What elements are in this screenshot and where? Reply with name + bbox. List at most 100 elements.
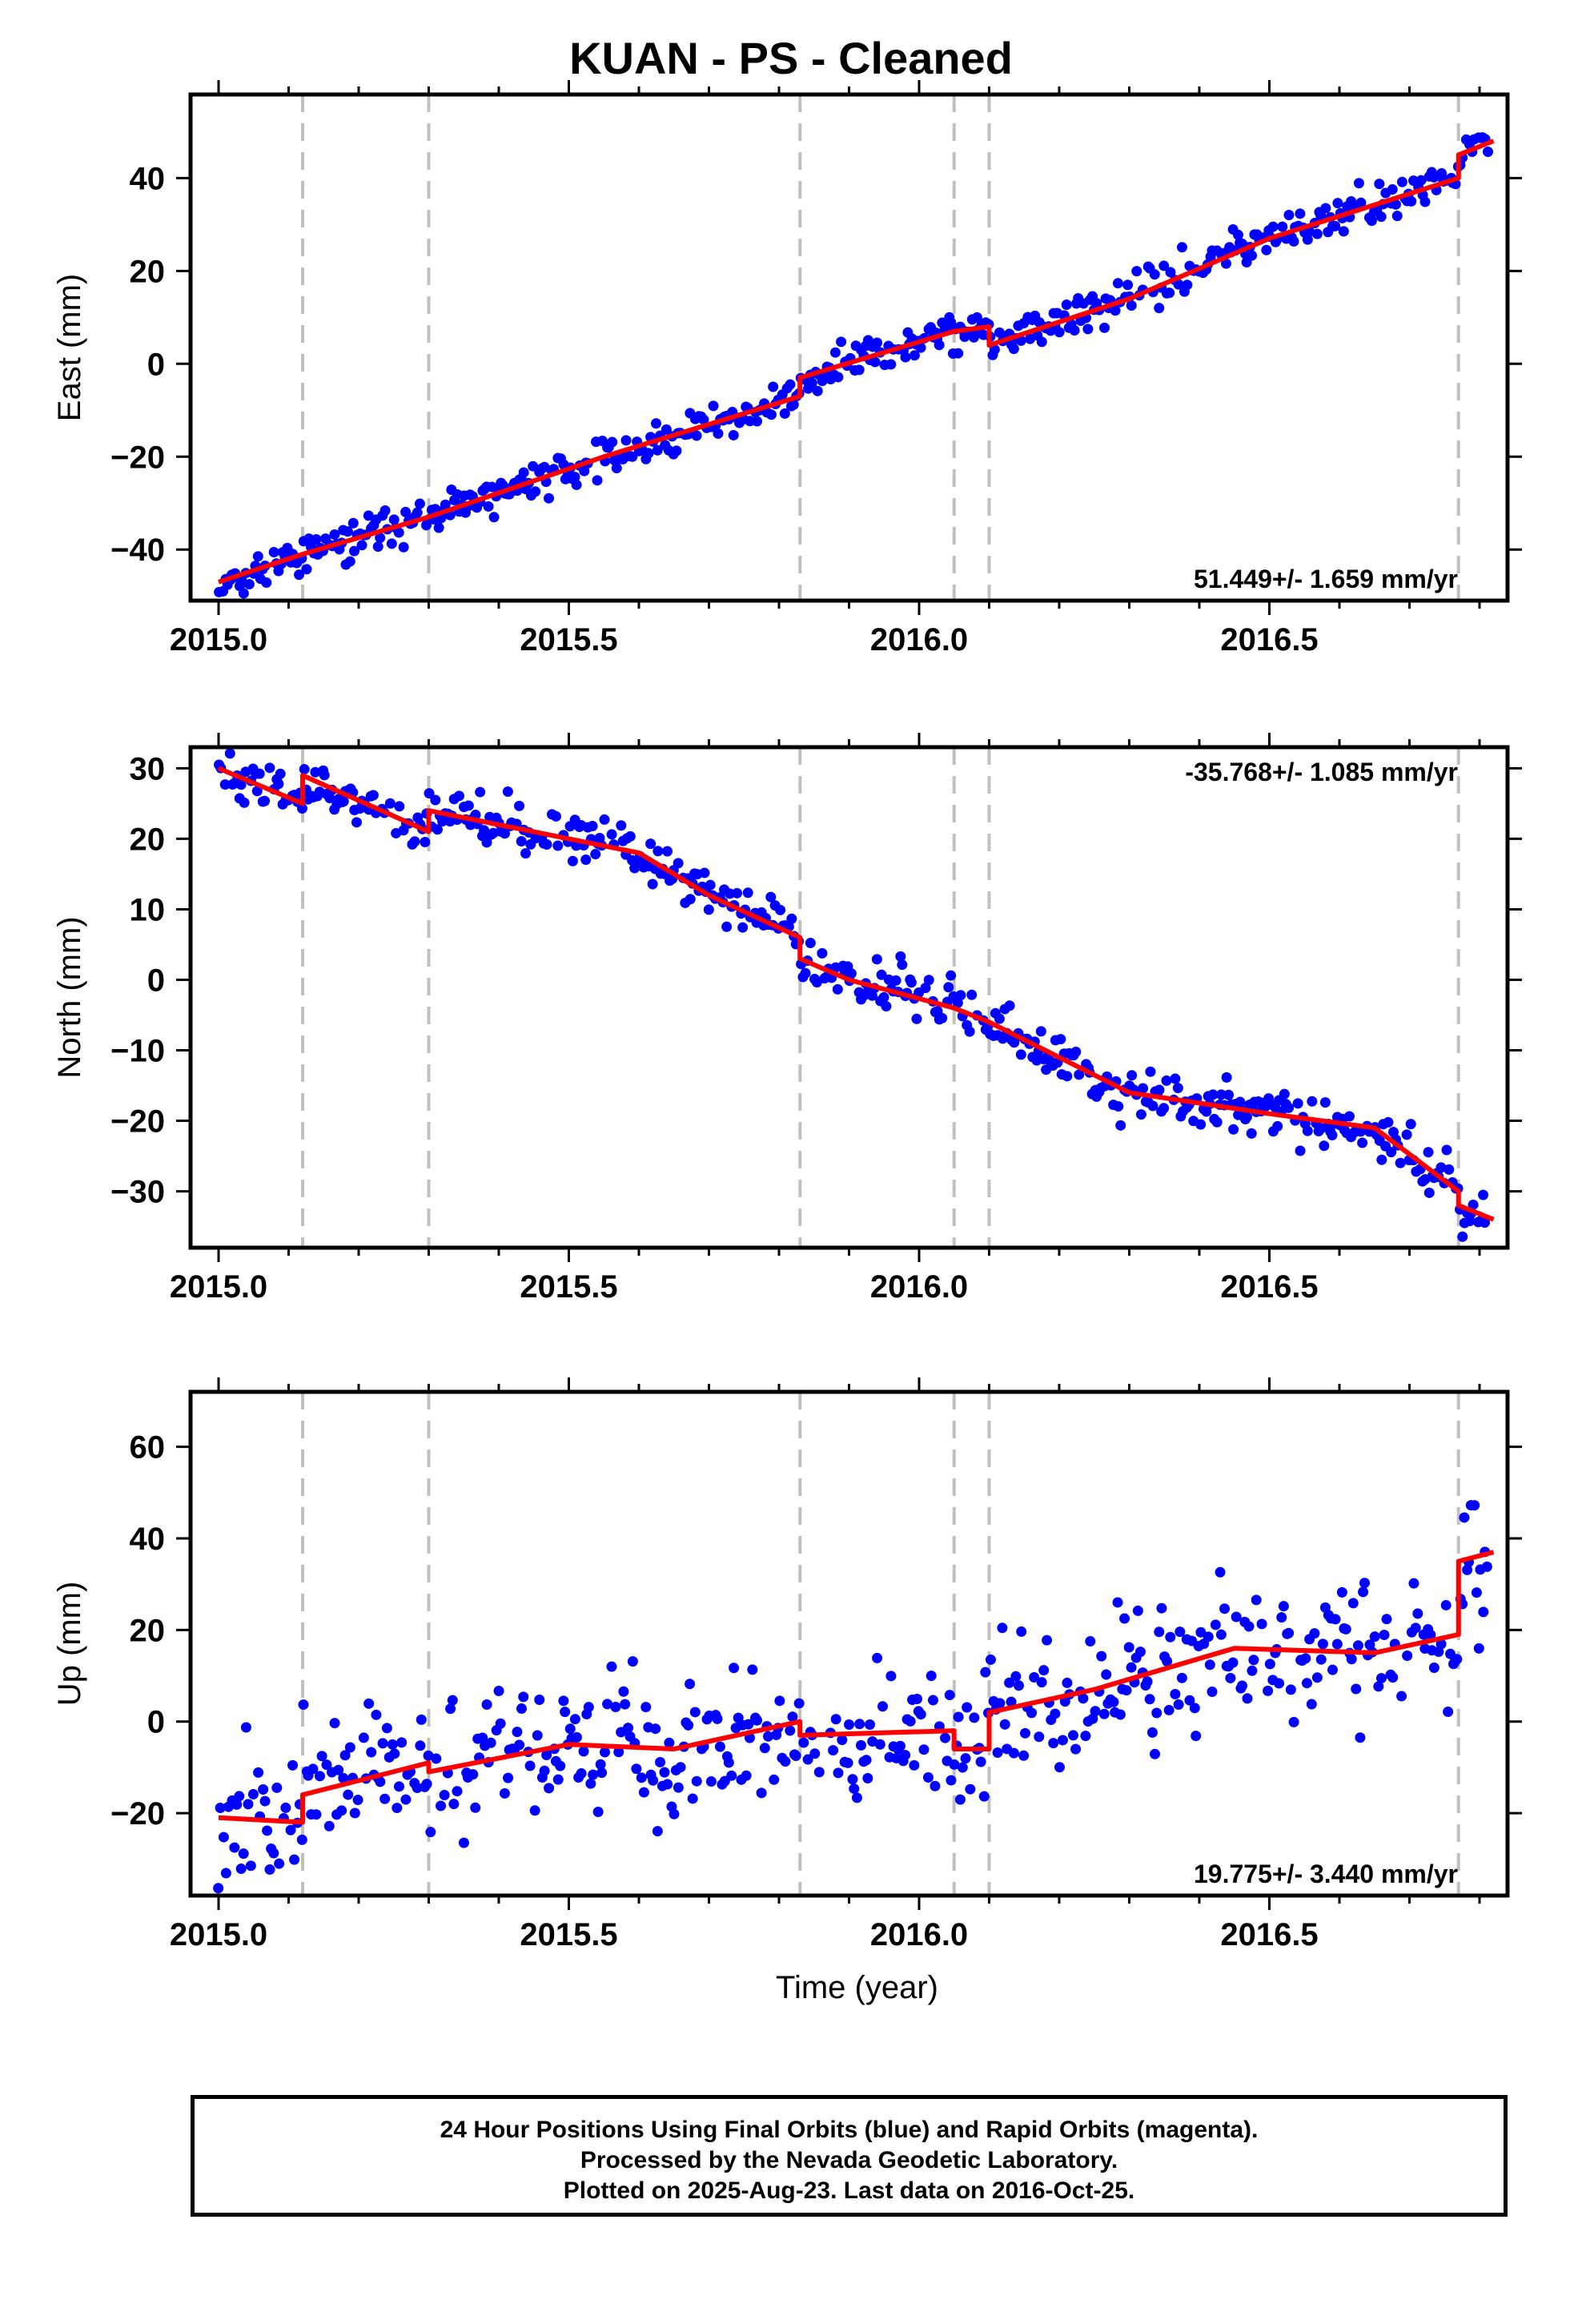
- up-data-point: [583, 1702, 594, 1713]
- up-x-tick-label: 2015.5: [520, 1917, 617, 1952]
- north-data-point: [1055, 1034, 1066, 1045]
- east-model-line: [218, 139, 1495, 585]
- up-data-point: [774, 1695, 785, 1707]
- north-data-point: [1223, 1089, 1235, 1100]
- north-y-tick-label: −20: [110, 1104, 165, 1140]
- east-data-point: [661, 424, 672, 435]
- up-data-point: [683, 1719, 694, 1731]
- up-data-point: [512, 1727, 523, 1738]
- up-data-point: [458, 1837, 469, 1848]
- up-data-point: [541, 1750, 552, 1761]
- north-data-point: [920, 983, 931, 994]
- east-data-point: [344, 556, 355, 567]
- east-data-point: [433, 522, 444, 533]
- up-data-point: [926, 1671, 937, 1682]
- north-data-point: [516, 836, 527, 847]
- up-data-point: [1016, 1626, 1027, 1637]
- east-data-point: [728, 429, 739, 440]
- footer-line-2: Processed by the Nevada Geodetic Laborat…: [580, 2147, 1118, 2173]
- up-data-point: [1146, 1727, 1158, 1738]
- east-y-tick-label: 0: [147, 347, 165, 382]
- up-data-point: [975, 1756, 986, 1767]
- north-data-point: [454, 790, 465, 802]
- north-data-point: [1480, 1217, 1491, 1228]
- up-data-point: [946, 1775, 957, 1786]
- north-y-tick-label: −30: [110, 1175, 165, 1210]
- up-data-point: [669, 1808, 680, 1819]
- east-data-point: [400, 506, 412, 517]
- up-data-point: [415, 1740, 426, 1751]
- up-y-tick-label: 0: [147, 1705, 165, 1740]
- up-data-point: [1237, 1680, 1248, 1691]
- north-data-point: [520, 848, 532, 859]
- east-data-point: [708, 400, 719, 412]
- up-data-point: [213, 1883, 224, 1894]
- north-data-point: [1207, 1089, 1219, 1100]
- up-data-point: [271, 1782, 283, 1793]
- up-data-point: [864, 1719, 875, 1730]
- east-data-point: [788, 399, 799, 410]
- north-y-tick-label: 0: [147, 963, 165, 998]
- east-data-point: [698, 414, 709, 425]
- up-data-point: [915, 1709, 926, 1720]
- up-data-point: [1410, 1622, 1421, 1634]
- up-data-point: [1373, 1681, 1384, 1692]
- up-data-point: [1331, 1638, 1343, 1650]
- up-data-point: [389, 1748, 400, 1759]
- up-data-point: [1301, 1678, 1312, 1689]
- north-data-point: [541, 839, 552, 850]
- up-data-point: [662, 1779, 673, 1790]
- north-data-point: [890, 975, 901, 986]
- up-data-point: [1369, 1631, 1380, 1642]
- east-data-point: [915, 342, 926, 353]
- north-data-point: [1221, 1072, 1232, 1083]
- north-x-tick-label: 2016.0: [870, 1269, 968, 1305]
- up-data-point: [391, 1803, 403, 1814]
- north-data-point: [264, 762, 275, 774]
- up-data-point: [1379, 1629, 1390, 1640]
- up-data-point: [691, 1775, 702, 1787]
- up-data-point: [741, 1770, 752, 1781]
- north-data-point: [1315, 1123, 1327, 1134]
- page-title: KUAN - PS - Cleaned: [569, 33, 1013, 83]
- east-data-point: [1338, 226, 1349, 237]
- east-data-point: [953, 348, 964, 359]
- up-data-point: [877, 1701, 889, 1712]
- up-data-point: [518, 1691, 529, 1703]
- up-data-point: [673, 1782, 684, 1793]
- east-data-point: [544, 493, 555, 504]
- up-data-point: [1481, 1561, 1492, 1572]
- up-data-point: [1026, 1707, 1038, 1719]
- east-data-point: [261, 577, 272, 589]
- north-data-point: [299, 764, 310, 775]
- up-data-point: [1018, 1750, 1030, 1761]
- footer-box: 24 Hour Positions Using Final Orbits (bl…: [191, 2095, 1508, 2217]
- up-panel: 2015.0 2015.5 2016.0 2016.5 −20 0 20 40 60 Up (mm…: [52, 1377, 1522, 2005]
- up-data-point: [477, 1732, 488, 1743]
- up-data-point: [253, 1767, 264, 1778]
- east-data-point: [518, 467, 529, 478]
- up-data-point: [285, 1824, 296, 1835]
- up-data-point: [1351, 1683, 1362, 1695]
- up-data-point: [1070, 1743, 1082, 1755]
- north-data-point: [673, 858, 684, 869]
- up-data-point: [499, 1787, 510, 1799]
- up-data-point: [503, 1772, 514, 1783]
- up-data-point: [1355, 1732, 1366, 1743]
- north-data-point: [1074, 1069, 1085, 1080]
- up-data-point: [1101, 1669, 1112, 1680]
- up-data-point: [1219, 1603, 1231, 1614]
- north-data-point: [1401, 1129, 1412, 1140]
- north-data-point: [587, 821, 598, 832]
- east-data-point: [1015, 335, 1026, 346]
- up-data-point: [532, 1730, 543, 1741]
- east-data-point: [1330, 220, 1341, 231]
- north-data-point: [685, 894, 696, 905]
- up-data-point: [837, 1735, 848, 1746]
- up-data-point: [930, 1780, 941, 1791]
- east-data-point: [836, 336, 847, 348]
- east-data-point: [483, 501, 494, 512]
- north-data-point: [1478, 1189, 1489, 1200]
- up-data-point: [705, 1776, 717, 1787]
- up-data-point: [623, 1723, 634, 1734]
